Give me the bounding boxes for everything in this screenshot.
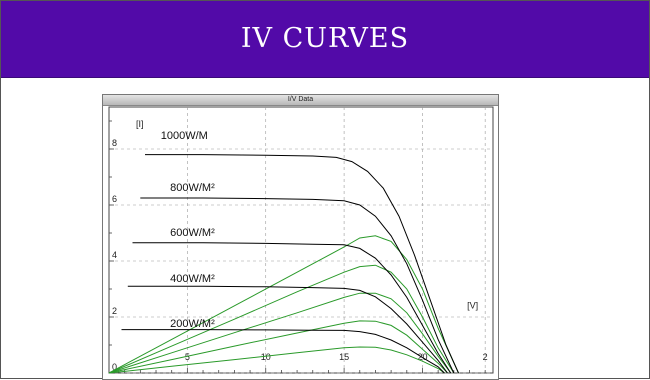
page-title: IV CURVES xyxy=(240,23,410,54)
y-tick-label: 4 xyxy=(112,250,117,260)
y-tick-label: 2 xyxy=(112,306,117,316)
series-label: 600W/M² xyxy=(170,227,215,239)
plot-area xyxy=(108,106,494,374)
iv-curve xyxy=(145,154,459,374)
x-axis-label: [V] xyxy=(467,301,478,311)
chart-window-title: I/V Data xyxy=(287,96,314,103)
x-tick-label: 5 xyxy=(185,352,190,362)
y-tick-label: 0 xyxy=(112,362,117,372)
y-axis-label: [I] xyxy=(136,119,144,129)
x-tick-label: 10 xyxy=(261,352,271,362)
x-tick-label: 15 xyxy=(339,352,349,362)
y-tick-label: 8 xyxy=(112,138,117,148)
power-curve xyxy=(108,320,448,374)
y-tick-label: 6 xyxy=(112,194,117,204)
chart-window: 0 2 4 6 8 5 10 15 20 2 [I] [V] 1000W/M 800W/M² 600W/M²… xyxy=(102,94,499,380)
iv-curve xyxy=(121,329,445,374)
series-label: 1000W/M xyxy=(161,130,208,142)
iv-curve xyxy=(140,197,455,374)
x-tick-label: 2 xyxy=(483,352,488,362)
header-banner: IV CURVES xyxy=(1,1,649,78)
iv-curve xyxy=(127,285,448,374)
chart-window-titlebar: I/V Data xyxy=(103,95,498,106)
power-curve xyxy=(108,264,455,374)
power-curve xyxy=(108,346,445,374)
iv-curve xyxy=(132,242,452,374)
series-label: 800W/M² xyxy=(170,182,215,194)
series-label: 400W/M² xyxy=(170,273,215,285)
series-label: 200W/M² xyxy=(170,318,215,330)
power-curve xyxy=(108,235,459,374)
